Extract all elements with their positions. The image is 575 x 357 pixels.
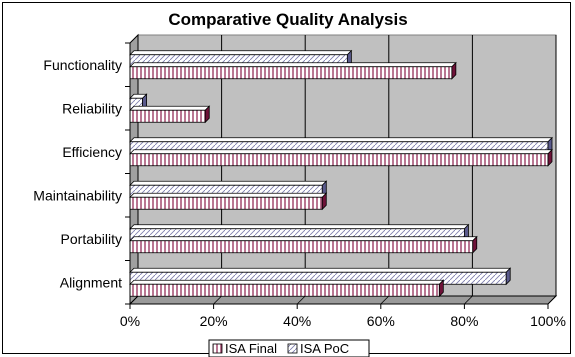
plot-floor	[128, 295, 558, 305]
bar-isa-final-maintainability	[129, 192, 328, 211]
bar-isa-final-efficiency	[129, 148, 553, 167]
gridline-floor	[296, 295, 306, 305]
x-tick-label: 100%	[530, 313, 566, 329]
legend-label-isa-poc: ISA PoC	[300, 341, 349, 356]
y-category-label: Alignment	[60, 274, 122, 290]
y-category-label: Reliability	[62, 100, 122, 116]
x-tick-label: 60%	[367, 313, 395, 329]
gridline-floor	[213, 295, 222, 305]
x-tick-label: 20%	[200, 313, 228, 329]
bar-isa-final-reliability	[129, 105, 211, 124]
legend-swatch-isa-final	[212, 343, 223, 354]
bar-isa-final-portability	[129, 235, 478, 254]
legend-swatch-isa-poc	[287, 343, 298, 354]
gridline-floor	[129, 295, 139, 305]
legend: ISA Final ISA PoC	[208, 339, 370, 357]
y-category-label: Functionality	[43, 57, 122, 73]
x-tick-label: 0%	[120, 313, 140, 329]
gridline-floor	[464, 295, 473, 305]
y-category-label: Portability	[61, 231, 122, 247]
bar-isa-final-alignment	[129, 279, 445, 298]
x-tick-label: 80%	[450, 313, 478, 329]
chart-title: Comparative Quality Analysis	[168, 10, 407, 29]
bar-isa-final-functionality	[129, 61, 457, 80]
gridline-floor	[380, 295, 390, 305]
x-tick-label: 40%	[283, 313, 311, 329]
y-category-label: Efficiency	[62, 144, 122, 160]
legend-label-isa-final: ISA Final	[225, 341, 277, 356]
y-category-label: Maintainability	[33, 187, 122, 203]
gridline-floor	[547, 295, 557, 305]
